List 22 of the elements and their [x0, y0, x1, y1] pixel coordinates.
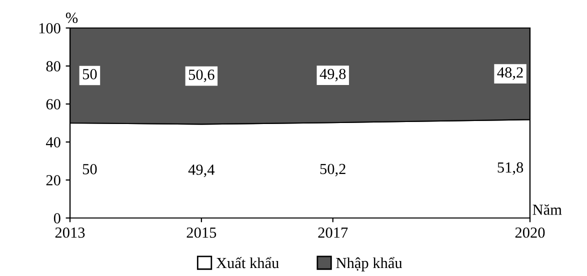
- data-label: 49,4: [188, 164, 215, 178]
- y-tick-label: 0: [54, 213, 60, 224]
- data-label: 50,6: [188, 70, 214, 82]
- y-tick-label: 40: [46, 137, 60, 148]
- y-tick-label: 60: [46, 99, 60, 110]
- y-axis-title: %: [66, 12, 78, 24]
- data-label: 50: [82, 69, 97, 80]
- x-axis-title: Năm: [532, 204, 562, 215]
- x-tick-label: 2017: [318, 227, 348, 238]
- y-tick-label: 80: [46, 61, 60, 72]
- legend-label: Nhập khẩu: [336, 256, 402, 272]
- y-tick-label: 100: [39, 23, 60, 34]
- x-tick-label: 2020: [515, 227, 545, 238]
- data-label: 48,2: [497, 67, 523, 80]
- x-tick-label: 2015: [186, 227, 216, 238]
- data-label: 49,8: [320, 68, 346, 82]
- legend-label: Xuất khẩu: [216, 256, 279, 268]
- y-tick-label: 20: [46, 175, 60, 186]
- data-label: 51,8: [498, 162, 524, 175]
- data-label: 50,2: [320, 164, 346, 176]
- x-tick-label: 2013: [55, 227, 85, 238]
- data-label: 50: [82, 164, 97, 174]
